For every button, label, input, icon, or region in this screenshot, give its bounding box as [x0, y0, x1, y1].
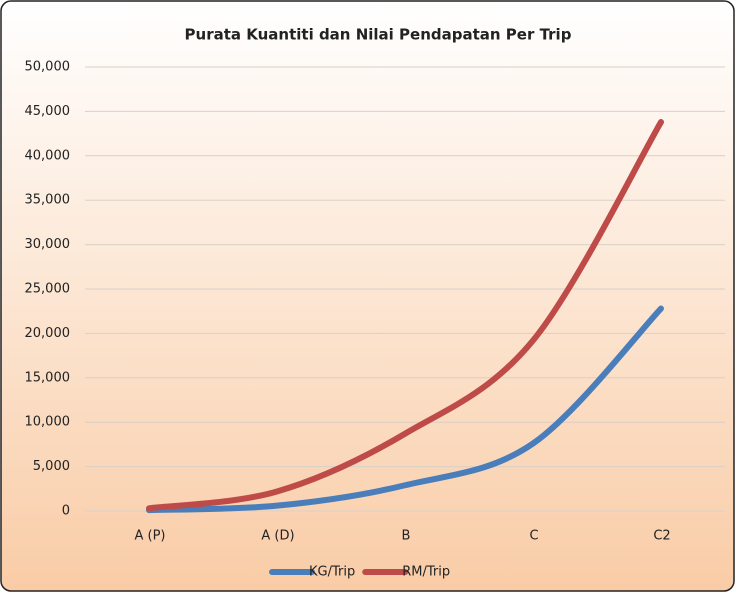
chart-title: Purata Kuantiti dan Nilai Pendapatan Per… — [185, 26, 572, 44]
y-tick-label: 25,000 — [25, 282, 71, 297]
y-tick-label: 5,000 — [33, 459, 70, 474]
y-tick-label: 10,000 — [25, 415, 71, 430]
y-tick-label: 30,000 — [25, 237, 71, 252]
y-tick-label: 15,000 — [25, 370, 71, 385]
y-tick-label: 40,000 — [25, 148, 71, 163]
legend-label: RM/Trip — [402, 565, 450, 580]
x-tick-label: B — [402, 529, 411, 544]
x-tick-label: A (P) — [134, 529, 165, 544]
x-tick-label: A (D) — [261, 529, 294, 544]
y-tick-label: 35,000 — [25, 193, 71, 208]
y-tick-label: 0 — [62, 504, 70, 519]
y-tick-label: 45,000 — [25, 104, 71, 119]
series-line — [146, 305, 664, 514]
x-tick-label: C2 — [653, 529, 670, 544]
y-tick-label: 20,000 — [25, 326, 71, 341]
legend-label: KG/Trip — [309, 565, 355, 580]
y-tick-label: 50,000 — [25, 60, 71, 75]
series-line — [146, 119, 664, 512]
x-tick-label: C — [529, 529, 538, 544]
